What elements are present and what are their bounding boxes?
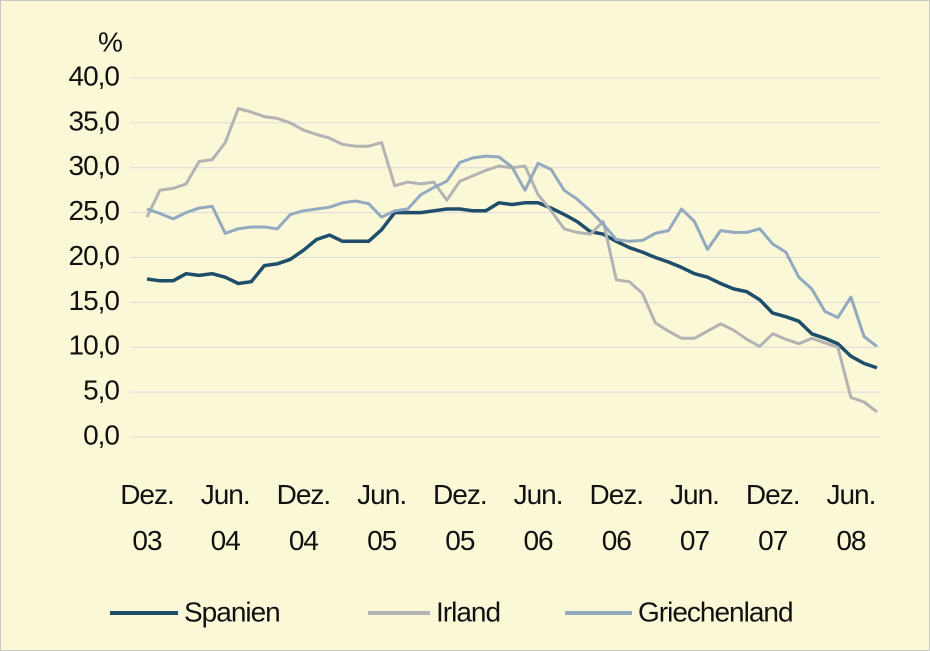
y-tick-label: 0,0 xyxy=(83,419,119,450)
x-tick-label: Dez. 06 xyxy=(589,479,644,556)
x-tick-label: Jun. 06 xyxy=(513,479,564,556)
x-tick-label: Dez. 03 xyxy=(120,479,175,556)
x-tick-label: Jun. 07 xyxy=(670,479,720,556)
y-axis-label: % xyxy=(98,26,122,57)
legend-label: Spanien xyxy=(184,596,280,627)
y-tick-label: 25,0 xyxy=(69,195,120,226)
y-tick-label: 5,0 xyxy=(83,375,119,406)
x-tick-label: Dez. 04 xyxy=(276,479,332,556)
y-tick-label: 40,0 xyxy=(69,60,120,91)
x-tick-label: Jun. 08 xyxy=(826,479,876,556)
line-series xyxy=(146,201,878,370)
x-tick-label: Dez. 05 xyxy=(433,479,488,556)
legend-label: Irland xyxy=(436,596,500,627)
y-tick-label: 15,0 xyxy=(69,285,120,316)
legend-label: Griechenland xyxy=(638,596,793,627)
x-tick-label: Jun. 05 xyxy=(357,479,407,556)
y-tick-label: 30,0 xyxy=(69,150,120,181)
y-tick-label: 10,0 xyxy=(69,330,120,361)
x-tick-label: Jun. 04 xyxy=(200,479,251,556)
y-tick-label: 35,0 xyxy=(69,105,120,136)
line-series xyxy=(145,107,878,414)
y-tick-label: 20,0 xyxy=(69,240,120,271)
x-tick-label: Dez. 07 xyxy=(745,479,801,556)
line-series xyxy=(146,154,878,348)
